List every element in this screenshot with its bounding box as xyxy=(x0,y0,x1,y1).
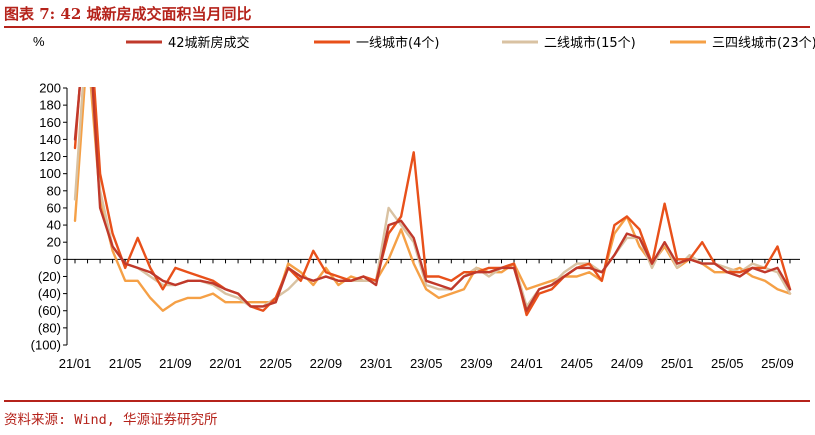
x-tick-label: 21/09 xyxy=(159,356,192,371)
y-tick-label: 0 xyxy=(54,252,61,267)
legend-label: 三四线城市(23个) xyxy=(712,35,815,51)
series-line-0 xyxy=(73,87,792,312)
x-tick-label: 23/01 xyxy=(360,356,393,371)
x-tick-label: 24/09 xyxy=(611,356,644,371)
y-tick-label: 60 xyxy=(47,200,61,215)
x-tick-label: 22/05 xyxy=(259,356,292,371)
y-tick-label: 200 xyxy=(39,81,61,96)
series-line-2 xyxy=(73,87,792,308)
y-unit-label: % xyxy=(33,34,45,49)
x-tick-label: 23/09 xyxy=(460,356,493,371)
y-tick-label: (80) xyxy=(38,320,61,335)
series-line-1 xyxy=(73,87,792,317)
footer-rule xyxy=(4,400,810,402)
x-tick-label: 21/01 xyxy=(59,356,92,371)
y-tick-label: 180 xyxy=(39,98,61,113)
x-tick-label: 25/05 xyxy=(711,356,744,371)
y-tick-label: 120 xyxy=(39,149,61,164)
x-tick-label: 25/09 xyxy=(761,356,794,371)
legend-label: 二线城市(15个) xyxy=(544,35,636,51)
x-tick-label: 23/05 xyxy=(410,356,443,371)
x-tick-label: 24/05 xyxy=(560,356,593,371)
y-tick-label: 80 xyxy=(47,183,61,198)
y-tick-label: 40 xyxy=(47,218,61,233)
y-tick-label: 140 xyxy=(39,132,61,147)
legend: 42城新房成交 一线城市(4个) 二线城市(15个) 三四线城市(23个) xyxy=(126,35,815,51)
x-tick-label: 22/09 xyxy=(310,356,343,371)
title-underline xyxy=(4,26,810,28)
y-tick-label: (100) xyxy=(31,338,61,353)
legend-label: 一线城市(4个) xyxy=(356,35,439,51)
y-tick-label: (60) xyxy=(38,303,61,318)
x-tick-label: 21/05 xyxy=(109,356,142,371)
legend-label: 42城新房成交 xyxy=(168,35,250,51)
y-tick-label: 160 xyxy=(39,115,61,130)
x-tick-label: 24/01 xyxy=(510,356,543,371)
y-axis: 200180160140120100806040200(20)(40)(60)(… xyxy=(31,81,68,353)
y-tick-label: (20) xyxy=(38,269,61,284)
x-tick-label: 25/01 xyxy=(661,356,694,371)
y-tick-label: 100 xyxy=(39,166,61,181)
line-chart: % 42城新房成交 一线城市(4个) 二线城市(15个) 三四线城市(23个) 200… xyxy=(31,34,815,371)
source-note: 资料来源: Wind, 华源证券研究所 xyxy=(4,412,218,428)
series-layer xyxy=(73,87,792,317)
y-tick-label: (40) xyxy=(38,286,61,301)
chart-title: 图表 7: 42 城新房成交面积当月同比 xyxy=(4,5,252,23)
x-axis: 21/01 21/05 21/09 22/01 22/05 22/09 23/01 23/05… xyxy=(59,258,800,371)
x-tick-label: 22/01 xyxy=(209,356,242,371)
y-tick-label: 20 xyxy=(47,235,61,250)
